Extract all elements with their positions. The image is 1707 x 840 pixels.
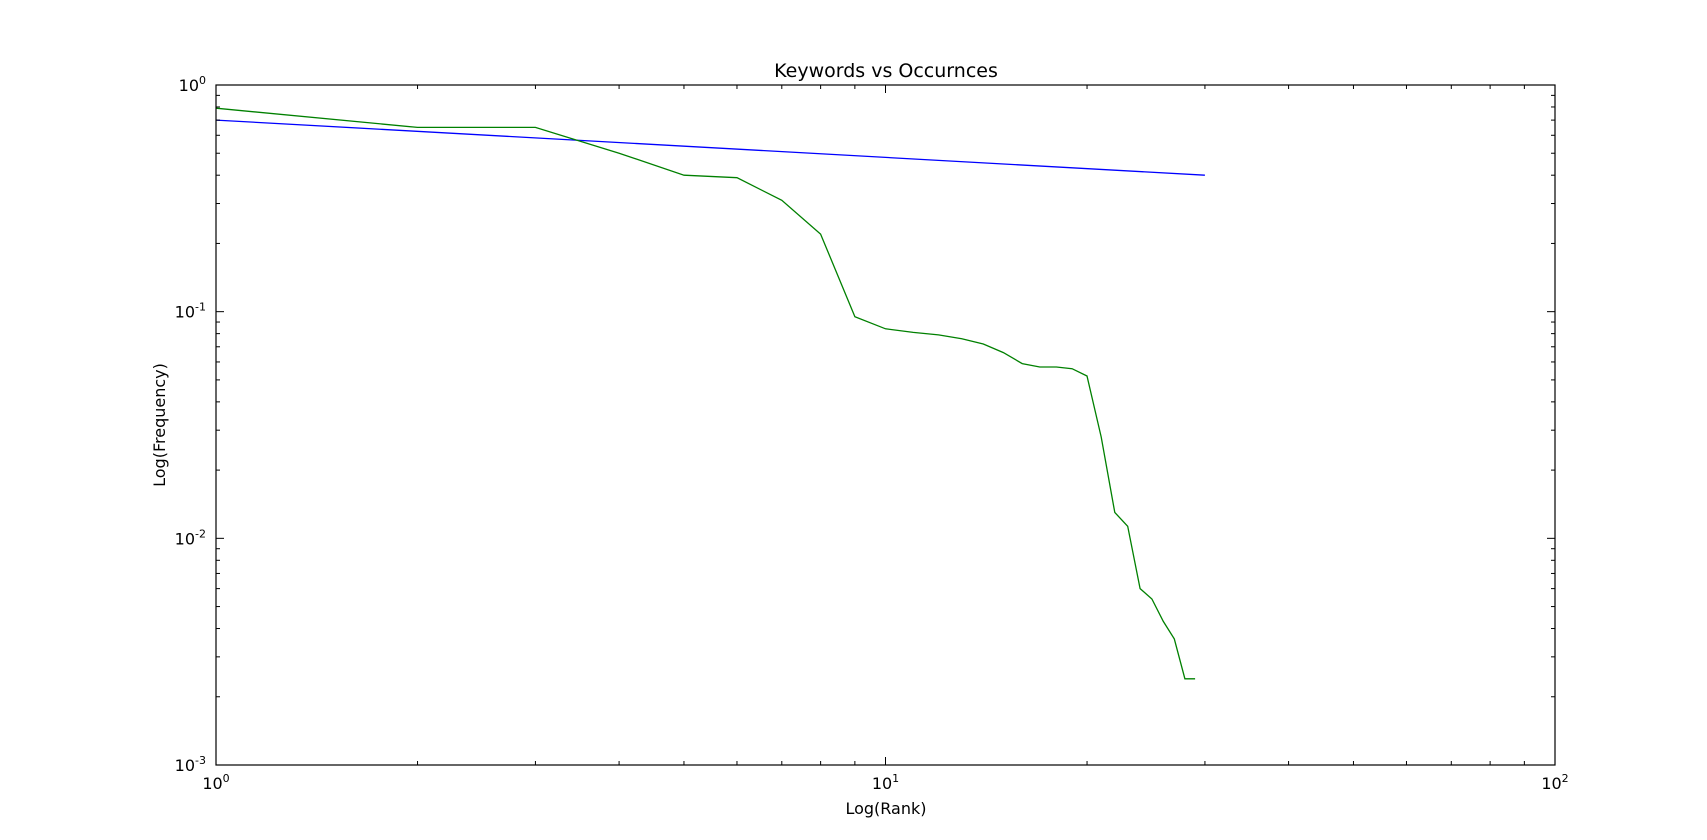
series-line-2	[215, 107, 1196, 680]
x-axis-label: Log(Rank)	[845, 799, 926, 818]
y-axis-label: Log(Frequency)	[150, 363, 169, 487]
series-line-1	[215, 119, 1205, 176]
plot-area	[215, 107, 1205, 680]
chart-title: Keywords vs Occurnces	[774, 60, 998, 82]
